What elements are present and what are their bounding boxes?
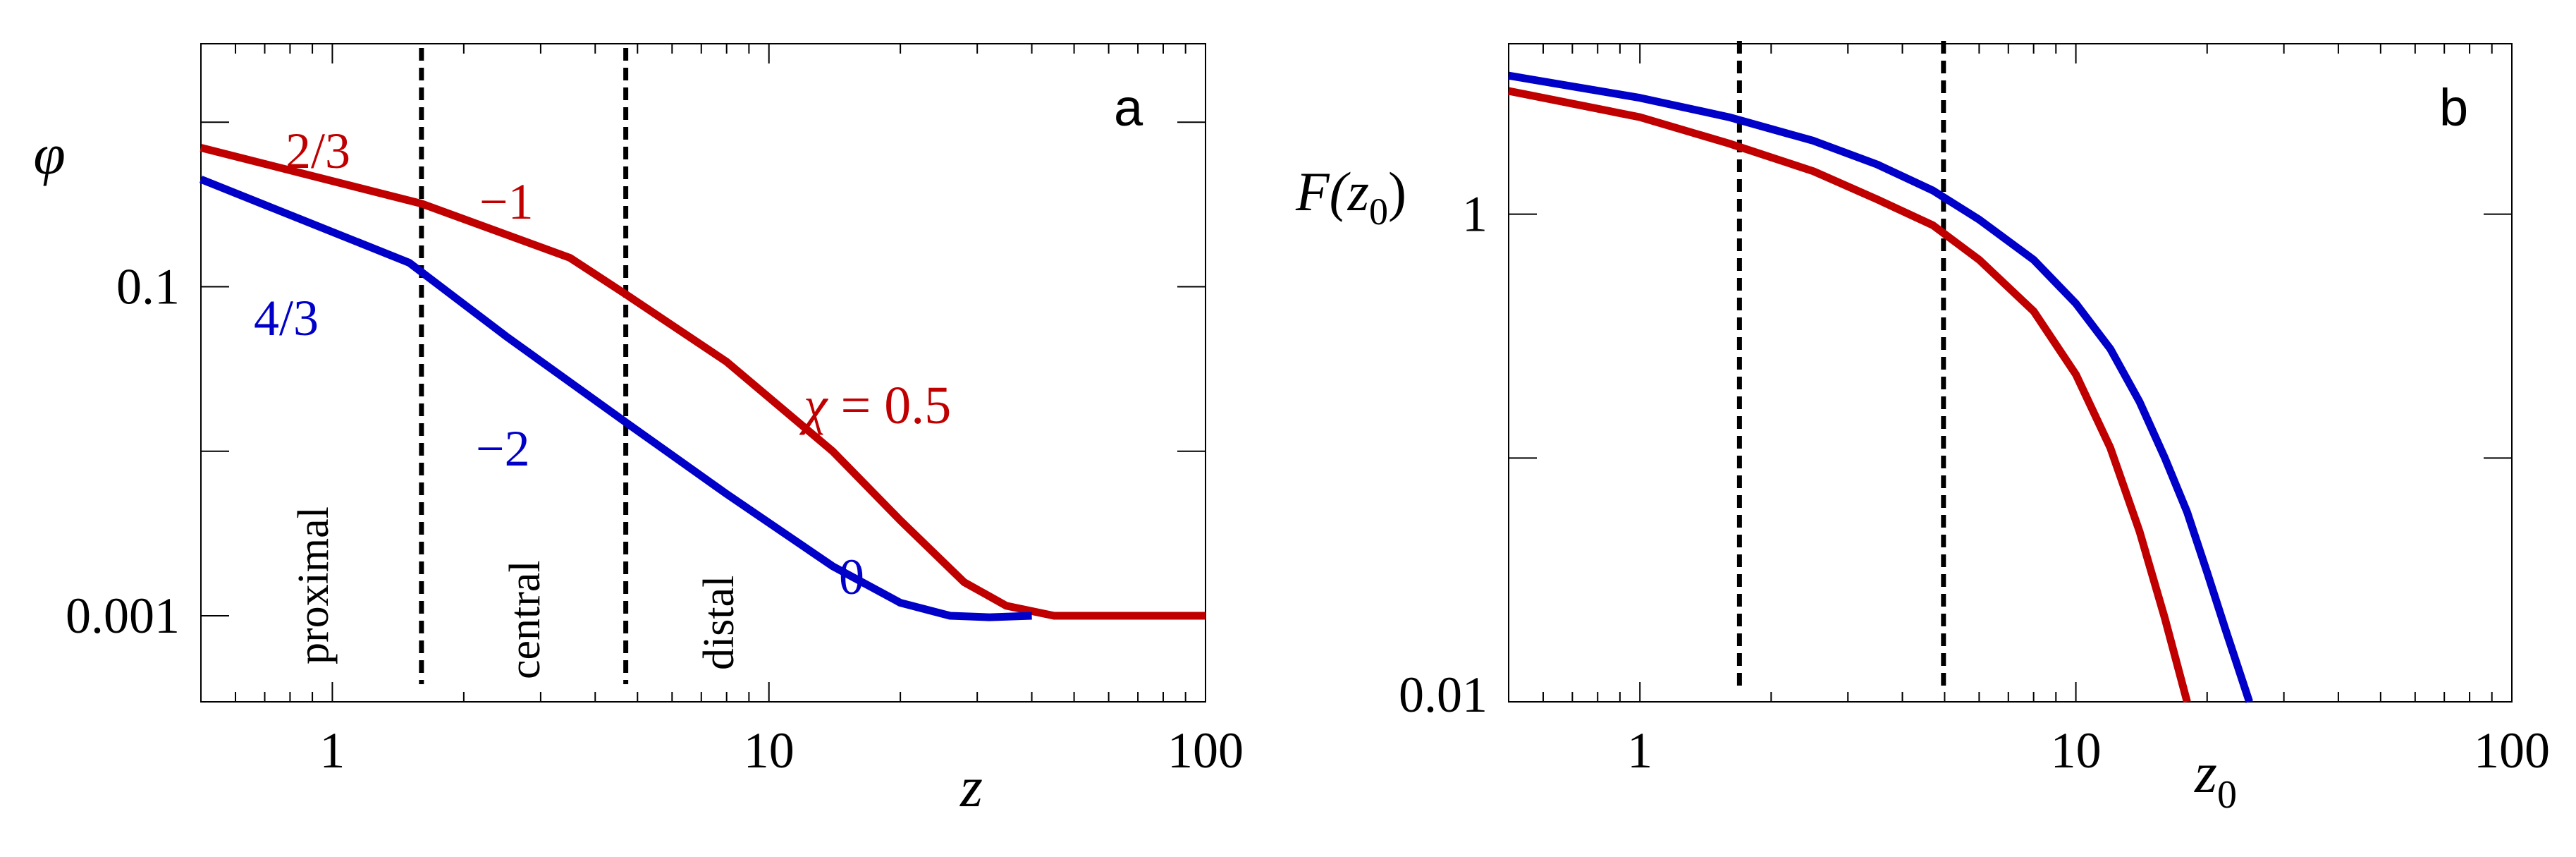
- x-tick-label: 10: [2051, 722, 2102, 779]
- region-label-central: central: [501, 560, 549, 679]
- panel-label: b: [2439, 78, 2468, 137]
- series-line-red: [200, 144, 1206, 620]
- y-axis-label: φ: [33, 122, 65, 186]
- y-tick-label: 0.01: [1399, 667, 1488, 723]
- x-tick-label: 100: [1167, 722, 1244, 779]
- series-line-red: [1507, 87, 2191, 703]
- y-axis-label-main: F(z: [1295, 161, 1369, 222]
- series-line-blue: [199, 176, 1032, 621]
- y-axis-label-close: ): [1388, 161, 1406, 222]
- slope-label-blue-central: −2: [476, 420, 530, 477]
- x-axis-label-subscript: 0: [2217, 773, 2237, 817]
- plot-frame: [200, 43, 1206, 703]
- x-axis-label: z0: [2194, 741, 2237, 817]
- y-tick-label: 0.1: [116, 259, 180, 315]
- y-tick-label: 0.001: [66, 588, 180, 644]
- x-tick-label: 100: [2474, 722, 2550, 779]
- slope-label-blue-proximal: 4/3: [254, 290, 319, 346]
- series-line-blue: [1508, 71, 2253, 703]
- chi-label: χ = 0.5: [799, 376, 951, 435]
- panel-label: a: [1114, 78, 1143, 137]
- y-axis-label-subscript: 0: [1369, 190, 1388, 233]
- panel-a: 1 10 100 0.1 0.001 a z φ proximal central distal 2/…: [33, 43, 1244, 819]
- chi-value: = 0.5: [827, 376, 951, 435]
- plot-frame: [1508, 43, 2513, 703]
- y-axis-label: F(z0): [1295, 161, 1406, 233]
- slope-label-red-proximal: 2/3: [286, 123, 350, 179]
- x-axis-label-main: z: [2194, 741, 2217, 805]
- y-tick-label: 1: [1462, 186, 1488, 243]
- x-tick-label: 10: [744, 722, 795, 779]
- region-label-proximal: proximal: [290, 506, 338, 664]
- slope-label-red-central: −1: [479, 174, 534, 230]
- x-tick-label: 1: [1627, 722, 1652, 779]
- slope-label-blue-distal: 0: [839, 549, 864, 605]
- chi-symbol: χ: [799, 376, 828, 435]
- x-axis-label: z: [959, 755, 983, 819]
- x-tick-label: 1: [319, 722, 345, 779]
- region-label-distal: distal: [695, 576, 743, 670]
